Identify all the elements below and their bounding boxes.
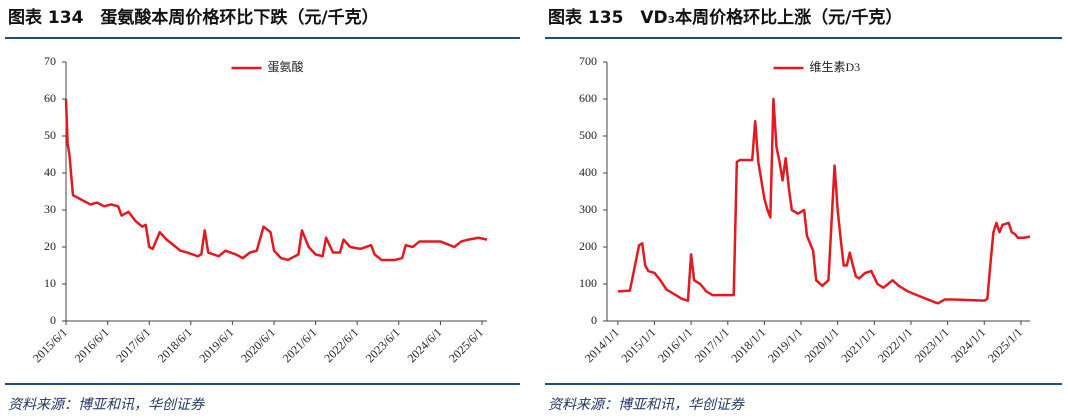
x-tick-label: 2018/1/1 (728, 325, 768, 365)
legend-label: 蛋氨酸 (268, 59, 304, 74)
x-tick-label: 2022/6/1 (321, 325, 361, 365)
x-tick-label: 2017/1/1 (692, 325, 732, 365)
y-tick-label: 0 (591, 313, 597, 327)
x-tick-label: 2014/1/1 (582, 325, 622, 365)
y-tick-label: 600 (579, 91, 597, 105)
y-tick-label: 20 (44, 239, 56, 253)
chart-title: 图表 135 VD₃本周价格环比上涨（元/千克） (548, 7, 902, 28)
y-tick-label: 100 (579, 276, 597, 290)
y-tick-label: 60 (44, 91, 56, 105)
x-tick-label: 2024/1/1 (948, 325, 988, 365)
x-tick-label: 2023/6/1 (363, 325, 403, 365)
y-tick-label: 300 (579, 202, 597, 216)
y-tick-label: 400 (579, 165, 597, 179)
y-tick-label: 70 (44, 54, 56, 68)
y-tick-label: 700 (579, 54, 597, 68)
x-tick-label: 2021/1/1 (838, 325, 878, 365)
y-tick-label: 500 (579, 128, 597, 142)
x-tick-label: 2021/6/1 (280, 325, 320, 365)
x-tick-label: 2025/6/1 (446, 325, 486, 365)
x-tick-label: 2023/1/1 (912, 325, 952, 365)
x-tick-label: 2015/1/1 (618, 325, 658, 365)
x-tick-label: 2016/1/1 (655, 325, 695, 365)
x-tick-label: 2022/1/1 (875, 325, 915, 365)
source-note: 资料来源：博亚和讯，华创证券 (548, 397, 745, 413)
chart-title: 图表 134 蛋氨酸本周价格环比下跌（元/千克） (8, 7, 379, 28)
x-tick-label: 2016/6/1 (72, 325, 112, 365)
x-tick-label: 2019/6/1 (196, 325, 236, 365)
x-tick-label: 2020/6/1 (238, 325, 278, 365)
y-tick-label: 10 (44, 276, 56, 290)
x-tick-label: 2018/6/1 (155, 325, 195, 365)
source-note: 资料来源：博亚和讯，华创证券 (8, 397, 205, 413)
y-tick-label: 30 (44, 202, 56, 216)
series-line (64, 98, 488, 262)
y-tick-label: 40 (44, 165, 56, 179)
x-tick-label: 2015/6/1 (30, 325, 70, 365)
y-tick-label: 200 (579, 239, 597, 253)
x-tick-label: 2025/1/1 (985, 325, 1025, 365)
x-tick-label: 2019/1/1 (765, 325, 805, 365)
x-tick-label: 2017/6/1 (113, 325, 153, 365)
y-tick-label: 0 (50, 313, 56, 327)
x-tick-label: 2024/6/1 (404, 325, 444, 365)
legend-label: 维生素D3 (810, 60, 861, 74)
series-line (617, 97, 1031, 305)
y-tick-label: 50 (44, 128, 56, 142)
x-tick-label: 2020/1/1 (802, 325, 842, 365)
